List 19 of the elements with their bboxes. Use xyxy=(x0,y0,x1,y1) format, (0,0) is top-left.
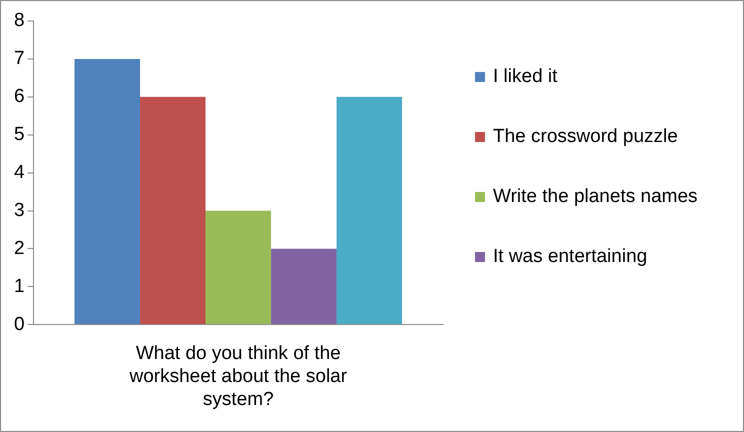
legend-label: It was entertaining xyxy=(493,245,648,269)
bar xyxy=(271,248,337,324)
y-tick-label: 2 xyxy=(14,238,25,259)
x-tick-label: What do you think of the worksheet about the solar system? xyxy=(128,343,348,410)
y-tick-label: 0 xyxy=(14,314,25,335)
legend-label: The crossword puzzle xyxy=(493,125,678,149)
bar xyxy=(74,58,140,324)
bar xyxy=(336,96,402,324)
y-tick-label: 4 xyxy=(14,162,25,184)
y-tick-label: 8 xyxy=(14,10,25,32)
y-tick-label: 3 xyxy=(14,200,25,221)
y-tick-label: 7 xyxy=(14,48,25,70)
y-tick-label: 6 xyxy=(14,86,25,108)
y-tick-label: 1 xyxy=(14,276,25,297)
legend-label: I liked it xyxy=(493,65,558,89)
y-tick-label: 5 xyxy=(14,124,25,146)
legend-label: Write the planets names xyxy=(493,185,698,209)
bar xyxy=(206,210,272,324)
bar xyxy=(140,96,206,324)
